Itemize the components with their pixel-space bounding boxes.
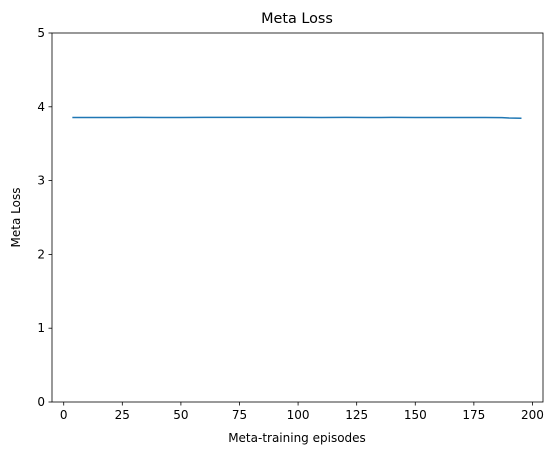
plot-area	[52, 33, 543, 402]
x-tick-label: 75	[232, 408, 247, 422]
series-line	[72, 116, 522, 120]
x-tick-label: 25	[115, 408, 130, 422]
y-tick-label: 1	[37, 321, 45, 335]
chart-title: Meta Loss	[261, 11, 333, 27]
y-tick-label: 3	[37, 174, 45, 188]
x-tick-label: 50	[173, 408, 188, 422]
series-layer	[72, 116, 522, 120]
y-axis-label: Meta Loss	[9, 188, 23, 248]
x-tick-label: 150	[404, 408, 427, 422]
y-tick-label: 4	[37, 100, 45, 114]
x-tick-label: 0	[60, 408, 68, 422]
x-axis: 0 25 50 75 100 125 150 175 200	[60, 402, 544, 422]
x-tick-label: 175	[462, 408, 485, 422]
y-tick-label: 2	[37, 247, 45, 261]
y-tick-label: 0	[37, 395, 45, 409]
x-axis-label: Meta-training episodes	[228, 431, 366, 445]
plot-frame	[51, 32, 544, 403]
x-tick-label: 125	[345, 408, 368, 422]
x-tick-label: 200	[521, 408, 544, 422]
x-tick-label: 100	[287, 408, 310, 422]
y-tick-label: 5	[37, 26, 45, 40]
y-axis: 0 1 2 3 4 5	[37, 26, 52, 409]
